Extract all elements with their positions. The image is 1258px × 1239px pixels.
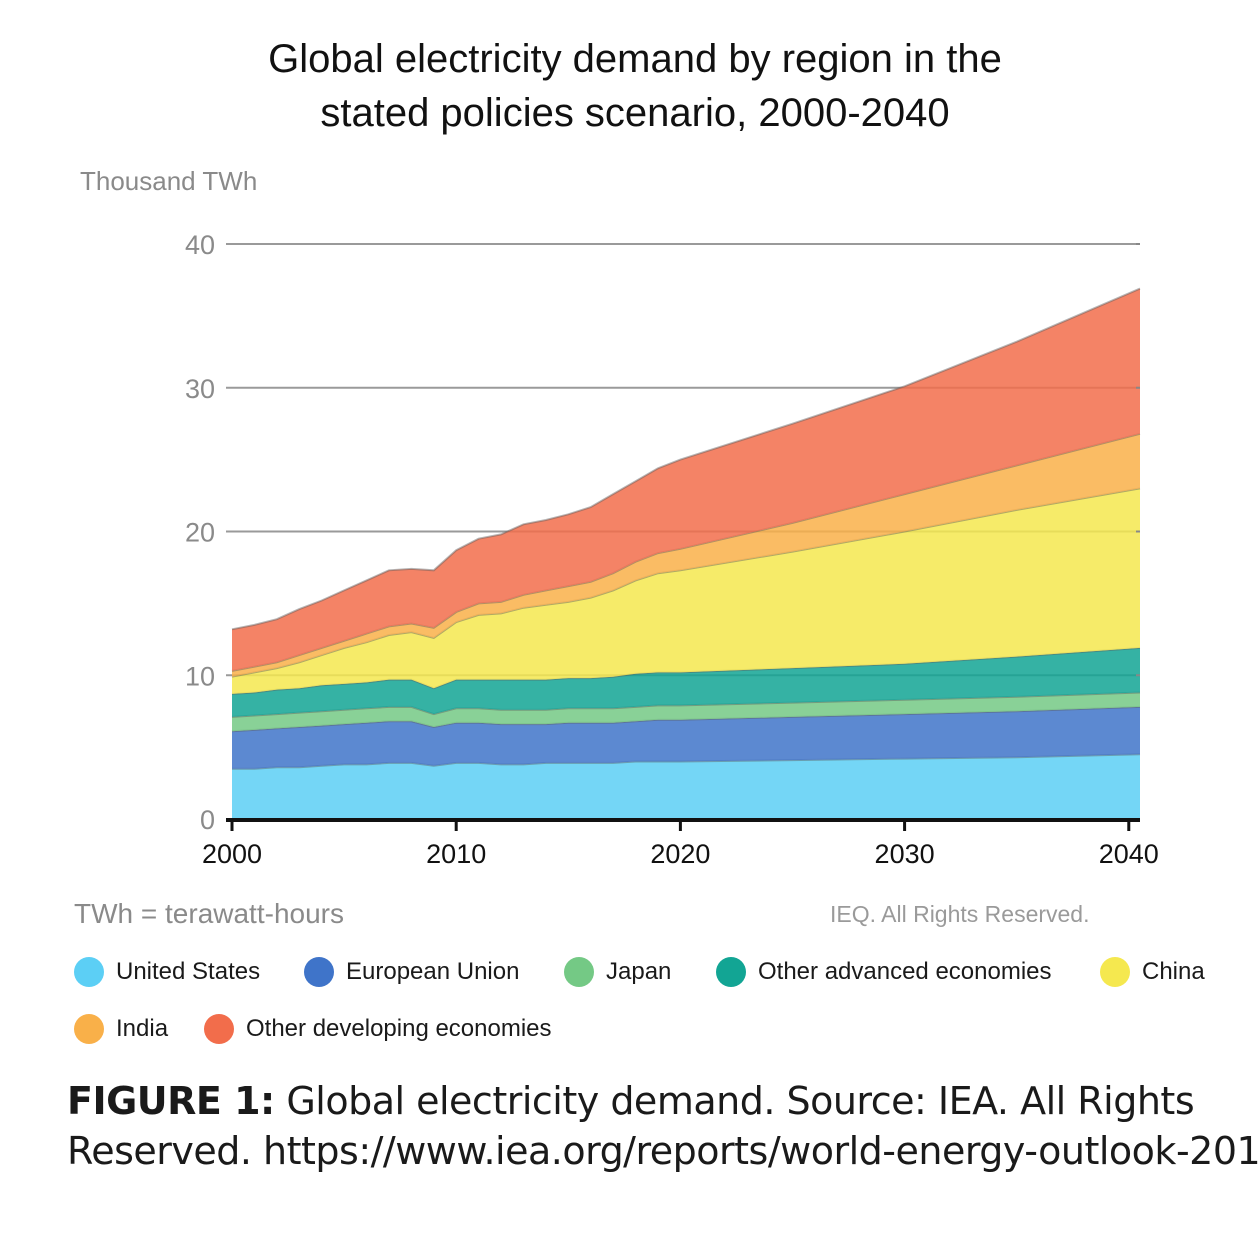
legend-item-other-developing-economies: Other developing economies	[204, 1007, 552, 1051]
area-other-advanced-economies	[232, 647, 1140, 717]
boundary-other-developing-economies	[231, 287, 1141, 631]
area-other-developing-economies	[232, 288, 1140, 671]
legend-swatch-united-states	[74, 957, 104, 987]
area-india	[232, 433, 1140, 677]
area-european-union	[232, 706, 1140, 769]
y-axis-unit-label: Thousand TWh	[80, 166, 258, 196]
legend-swatch-japan	[564, 957, 594, 987]
legend-label-japan: Japan	[606, 958, 672, 985]
caption-text-line-1: Global electricity demand. Source: IEA. …	[274, 1079, 1195, 1123]
y-tick-label-20: 20	[185, 518, 215, 548]
area-united-states	[232, 754, 1140, 819]
x-tick-label-2030: 2030	[875, 839, 935, 869]
legend-item-india: India	[74, 1007, 168, 1051]
legend-label-european-union: European Union	[346, 958, 520, 985]
caption-line-1: FIGURE 1: Global electricity demand. Sou…	[67, 1076, 1258, 1126]
unit-footnote: TWh = terawatt-hours	[74, 898, 344, 929]
area-japan	[232, 692, 1140, 732]
legend-label-united-states: United States	[116, 958, 261, 985]
legend-item-japan: Japan	[564, 950, 671, 994]
legend-item-united-states: United States	[74, 950, 260, 994]
chart-title-line-2: stated policies scenario, 2000-2040	[320, 91, 950, 135]
legend-label-other-developing-economies: Other developing economies	[246, 1015, 552, 1042]
legend-item-european-union: European Union	[304, 950, 519, 994]
legend-label-other-advanced-economies: Other advanced economies	[758, 958, 1052, 985]
x-tick-label-2010: 2010	[426, 839, 486, 869]
legend-label-india: India	[116, 1015, 169, 1042]
x-tick-label-2000: 2000	[202, 839, 262, 869]
legend-swatch-china	[1100, 957, 1130, 987]
figure-caption: FIGURE 1: Global electricity demand. Sou…	[67, 1076, 1258, 1176]
y-tick-label-0: 0	[200, 805, 215, 835]
legend-label-china: China	[1142, 958, 1205, 985]
legend-item-china: China	[1100, 950, 1205, 994]
legend-swatch-european-union	[304, 957, 334, 987]
y-tick-label-30: 30	[185, 374, 215, 404]
legend-swatch-other-developing-economies	[204, 1014, 234, 1044]
caption-text-line-2: Reserved. https://www.iea.org/reports/wo…	[67, 1129, 1258, 1173]
chart-title: Global electricity demand by region in t…	[0, 32, 1258, 140]
y-tick-label-40: 40	[185, 230, 215, 260]
area-china	[232, 488, 1140, 694]
x-tick-label-2040: 2040	[1099, 839, 1159, 869]
legend-swatch-other-advanced-economies	[716, 957, 746, 987]
rights-notice: IEQ. All Rights Reserved.	[830, 901, 1090, 927]
chart-title-line-1: Global electricity demand by region in t…	[268, 37, 1002, 81]
x-tick-label-2020: 2020	[650, 839, 710, 869]
legend-swatch-india	[74, 1014, 104, 1044]
caption-figure-label: FIGURE 1:	[67, 1079, 275, 1123]
legend-item-other-advanced-economies: Other advanced economies	[716, 950, 1052, 994]
y-tick-label-10: 10	[185, 661, 215, 691]
